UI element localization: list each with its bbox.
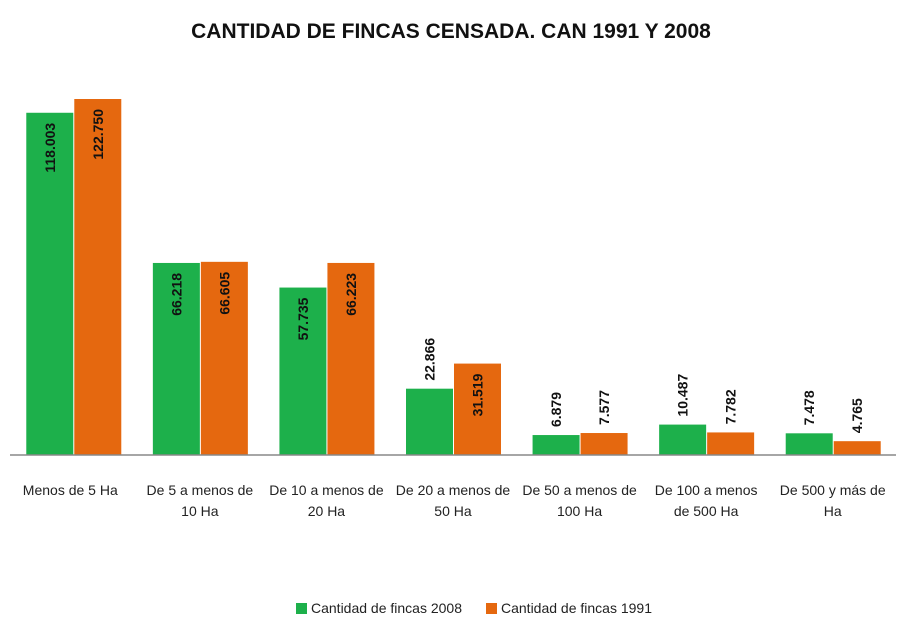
bar xyxy=(152,262,200,455)
bar xyxy=(406,388,453,455)
data-label: 57.735 xyxy=(295,297,311,340)
x-tick-label: De 100 a menos de 500 Ha xyxy=(654,482,758,519)
x-tick-label: De 5 a menos de 10 Ha xyxy=(146,482,254,519)
bar xyxy=(279,287,327,455)
bar xyxy=(74,99,122,455)
data-label: 7.577 xyxy=(596,390,612,425)
data-label: 10.487 xyxy=(675,374,691,417)
data-label: 122.750 xyxy=(90,109,106,160)
x-tick-label: De 10 a menos de 20 Ha xyxy=(269,482,384,519)
bar xyxy=(785,433,833,455)
data-label: 7.782 xyxy=(723,389,739,424)
legend-swatch xyxy=(296,603,307,614)
bar xyxy=(532,435,580,455)
data-label: 6.879 xyxy=(548,392,564,427)
data-label: 66.218 xyxy=(168,273,184,316)
bar xyxy=(659,424,707,455)
data-label: 7.478 xyxy=(801,390,817,425)
x-tick-label: De 500 y más de Ha xyxy=(779,482,886,519)
x-tick-label: De 20 a menos de 50 Ha xyxy=(395,482,511,519)
bar xyxy=(580,433,628,455)
legend-swatch xyxy=(486,603,497,614)
legend-label: Cantidad de fincas 1991 xyxy=(501,600,652,616)
bar xyxy=(707,432,755,455)
bar xyxy=(833,441,881,455)
bar xyxy=(200,261,248,455)
bar xyxy=(454,363,501,455)
x-tick-label: De 50 a menos de 100 Ha xyxy=(522,482,637,519)
data-label: 66.223 xyxy=(343,273,359,316)
legend-label: Cantidad de fincas 2008 xyxy=(311,600,462,616)
bar xyxy=(327,262,375,455)
data-label: 66.605 xyxy=(216,272,232,315)
data-label: 118.003 xyxy=(42,123,58,173)
data-label: 22.866 xyxy=(422,338,438,381)
bar xyxy=(26,112,74,455)
chart-title: CANTIDAD DE FINCAS CENSADA. CAN 1991 Y 2… xyxy=(191,20,711,43)
data-label: 4.765 xyxy=(849,398,865,433)
x-tick-label: Menos de 5 Ha xyxy=(22,482,118,498)
data-label: 31.519 xyxy=(470,373,486,416)
